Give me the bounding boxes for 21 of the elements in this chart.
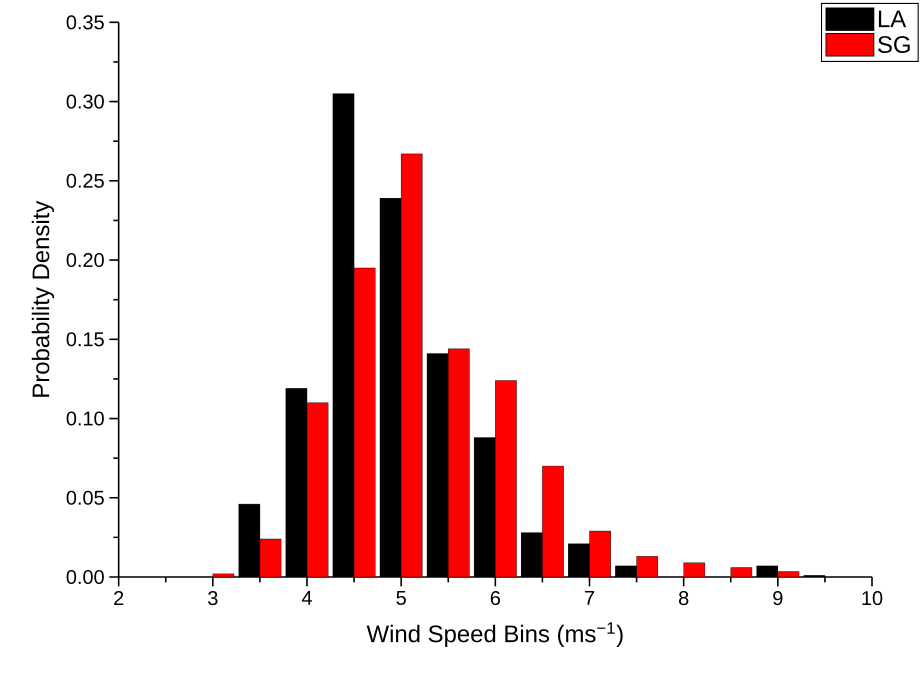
- y-tick-label: 0.35: [66, 15, 104, 30]
- y-tick-label: 0.10: [66, 411, 104, 426]
- x-tick-label: 8: [679, 591, 688, 606]
- y-tick-label: 0.30: [66, 94, 104, 109]
- x-tick-label: 7: [584, 591, 594, 605]
- x-tick-label: 3: [208, 591, 218, 606]
- x-tick-label: 6: [490, 591, 500, 606]
- x-tick-label: 9: [773, 591, 782, 606]
- x-tick-label: 10: [862, 591, 882, 606]
- y-tick-label: 0.20: [66, 252, 104, 268]
- y-tick-label: 0.05: [66, 490, 104, 505]
- x-tick-label: 2: [114, 591, 124, 605]
- y-tick-label: 0.00: [66, 570, 104, 584]
- legend-label: LA: [878, 10, 906, 28]
- y-axis-title: Probability Density: [32, 200, 54, 397]
- x-tick-label: 5: [396, 591, 406, 605]
- y-tick-label: 0.15: [66, 332, 104, 346]
- y-tick-label: 0.25: [66, 174, 104, 188]
- x-tick-label: 4: [302, 591, 312, 605]
- legend-label: SG: [878, 36, 910, 54]
- x-axis-title: Wind Speed Bins (ms$^{−1}$): [366, 622, 623, 648]
